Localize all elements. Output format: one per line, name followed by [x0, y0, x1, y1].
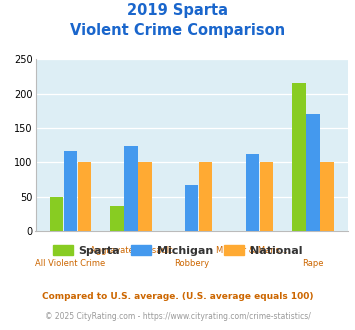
Bar	[110, 206, 124, 231]
Bar	[260, 162, 273, 231]
Text: Aggravated Assault: Aggravated Assault	[90, 246, 172, 255]
Text: © 2025 CityRating.com - https://www.cityrating.com/crime-statistics/: © 2025 CityRating.com - https://www.city…	[45, 312, 310, 321]
Bar	[320, 162, 334, 231]
Bar	[185, 185, 198, 231]
Bar	[124, 146, 138, 231]
Text: Rape: Rape	[302, 259, 324, 268]
Bar	[199, 162, 212, 231]
Bar	[246, 154, 259, 231]
Bar	[64, 151, 77, 231]
Bar	[50, 197, 63, 231]
Legend: Sparta, Michigan, National: Sparta, Michigan, National	[48, 241, 307, 260]
Text: All Violent Crime: All Violent Crime	[35, 259, 105, 268]
Text: Robbery: Robbery	[174, 259, 209, 268]
Text: Murder & Mans...: Murder & Mans...	[217, 246, 288, 255]
Bar	[293, 83, 306, 231]
Text: Violent Crime Comparison: Violent Crime Comparison	[70, 23, 285, 38]
Bar	[306, 114, 320, 231]
Text: Compared to U.S. average. (U.S. average equals 100): Compared to U.S. average. (U.S. average …	[42, 292, 313, 301]
Bar	[78, 162, 91, 231]
Bar	[138, 162, 152, 231]
Text: 2019 Sparta: 2019 Sparta	[127, 3, 228, 18]
